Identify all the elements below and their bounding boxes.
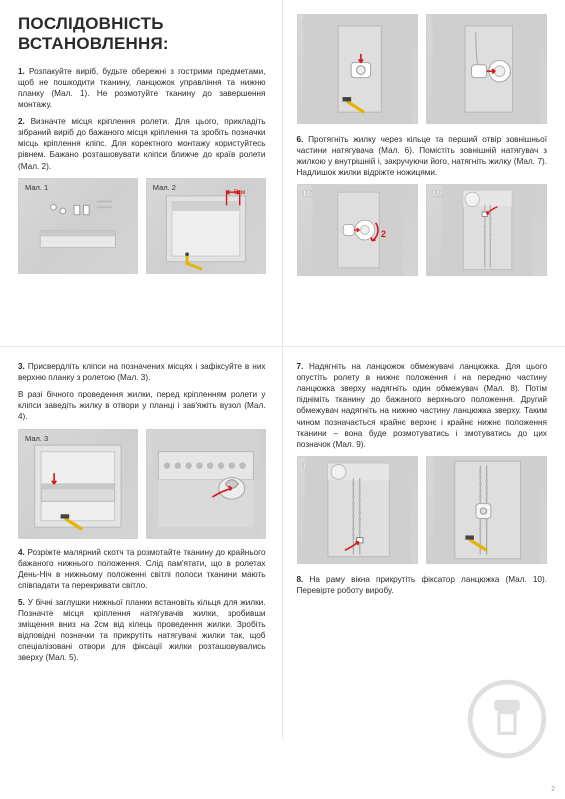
figure-7-svg: 2 — [298, 185, 417, 275]
figure-9-svg — [298, 457, 417, 563]
step-8: 8. На раму вікна прикрутіть фіксатор лан… — [297, 574, 548, 596]
figure-5-svg — [298, 15, 417, 123]
section-5-6-figs: Мал. 5 Мал. 6 — [283, 0, 565, 346]
figure-3-svg — [19, 430, 137, 538]
page-number: 2 — [551, 786, 555, 793]
figure-8-svg — [427, 185, 546, 275]
dim-5cm: 5см — [234, 189, 246, 196]
figure-6: Мал. 6 — [426, 14, 547, 124]
step-1: 1. Розпакуйте виріб, будьте обережні з г… — [18, 66, 266, 110]
section-3-4: 3. Присвердліть кліпси на позначених міс… — [0, 346, 283, 739]
figure-10-svg — [427, 457, 546, 563]
figure-1-svg — [19, 179, 137, 273]
step-3: 3. Присвердліть кліпси на позначених міс… — [18, 361, 266, 383]
figure-1: Мал. 1 — [18, 178, 138, 274]
page-title: ПОСЛІДОВНІСТЬ ВСТАНОВЛЕННЯ: — [18, 14, 266, 54]
watermark-logo — [467, 679, 547, 759]
step-5: 5. У бічні заглушки нижньої планки встан… — [18, 597, 266, 663]
svg-text:2: 2 — [381, 229, 386, 239]
step-7: 7. Надягніть на ланцюжок обмежувачі ланц… — [297, 361, 548, 450]
step-6: 6. Протягніть жилку через кільце та перш… — [297, 134, 548, 178]
figure-2-svg: 5см — [147, 179, 265, 273]
figure-5: Мал. 5 — [297, 14, 418, 124]
step-4: 4. Розріжте малярний скотч та розмотайте… — [18, 547, 266, 591]
figure-3: Мал. 3 — [18, 429, 138, 539]
figure-7: Мал. 7 2 — [297, 184, 418, 276]
figure-4-svg — [147, 430, 265, 538]
figure-9: Мал. 9 — [297, 456, 418, 564]
step-2: 2. Визначте місця кріплення ролети. Для … — [18, 116, 266, 171]
figure-10: Мал. 10 — [426, 456, 547, 564]
section-1-2: ПОСЛІДОВНІСТЬ ВСТАНОВЛЕННЯ: 1. Розпакуйт… — [0, 0, 283, 346]
figure-2: Мал. 2 5см — [146, 178, 266, 274]
step-3b: В разі бічного проведення жилки, перед к… — [18, 389, 266, 422]
figure-6-svg — [427, 15, 546, 123]
figure-8: Мал. 8 — [426, 184, 547, 276]
figure-4: Мал. 4 — [146, 429, 266, 539]
